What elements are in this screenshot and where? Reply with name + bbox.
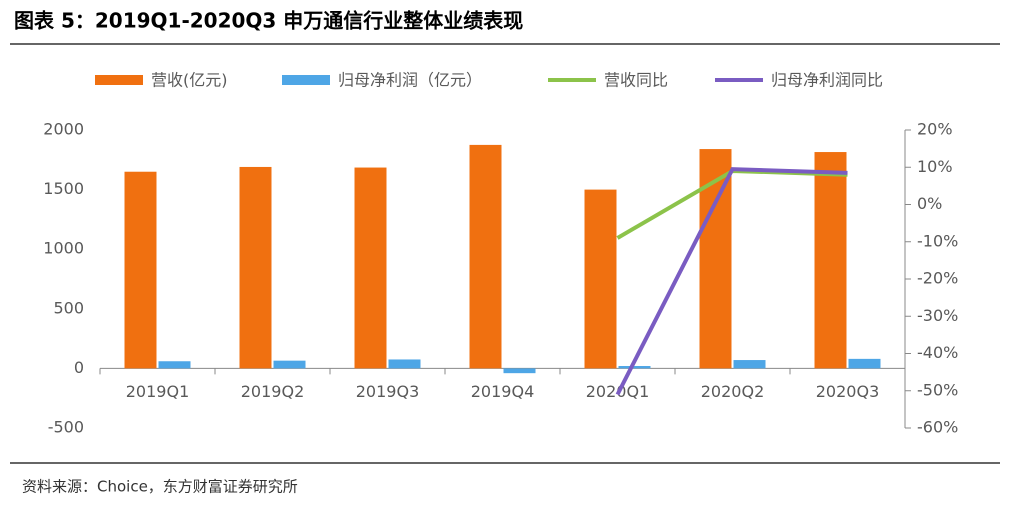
y-tick-label: 1500 (43, 179, 84, 198)
y2-tick-label: 20% (917, 120, 953, 139)
y2-tick-label: -10% (917, 231, 958, 250)
legend-label: 归母净利润（亿元） (338, 71, 482, 90)
y-tick-label: 1000 (43, 239, 84, 258)
legend-swatch (95, 75, 143, 85)
bar (848, 358, 881, 369)
y-tick-label: -500 (48, 418, 84, 437)
x-tick-label: 2020Q2 (701, 382, 765, 401)
line (616, 168, 848, 240)
source: 资料来源：Choice，东方财富证券研究所 (22, 478, 298, 496)
y2-tick-label: -30% (917, 306, 958, 325)
line (615, 167, 848, 396)
bar (124, 171, 157, 369)
y2-tick-label: 0% (917, 194, 942, 213)
x-tick-label: 2019Q4 (471, 382, 535, 401)
x-tick-label: 2019Q3 (356, 382, 420, 401)
legend-swatch (282, 75, 330, 85)
y-tick-label: 500 (53, 298, 84, 317)
bar (388, 359, 421, 369)
y-tick-label: 0 (74, 358, 84, 377)
bar (814, 152, 847, 369)
bar (273, 360, 306, 369)
y-tick-label: 2000 (43, 120, 84, 139)
chart-title: 图表 5：2019Q1-2020Q3 申万通信行业整体业绩表现 (14, 9, 523, 33)
legend-label: 营收同比 (604, 71, 668, 90)
y2-tick-label: -60% (917, 418, 958, 437)
bar (239, 166, 272, 369)
x-tick-label: 2020Q3 (816, 382, 880, 401)
legend-label: 营收(亿元) (151, 71, 228, 90)
legend-label: 归母净利润同比 (771, 71, 883, 90)
y2-tick-label: -20% (917, 269, 958, 288)
bar (503, 368, 536, 374)
bar (469, 144, 502, 369)
x-tick-label: 2019Q1 (126, 382, 190, 401)
bar (733, 360, 766, 369)
bar (158, 361, 191, 369)
y2-tick-label: -40% (917, 343, 958, 362)
bar (618, 366, 651, 369)
bar (584, 189, 617, 369)
x-tick-label: 2019Q2 (241, 382, 305, 401)
y2-tick-label: -50% (917, 380, 958, 399)
bar (354, 167, 387, 369)
y2-tick-label: 10% (917, 157, 953, 176)
